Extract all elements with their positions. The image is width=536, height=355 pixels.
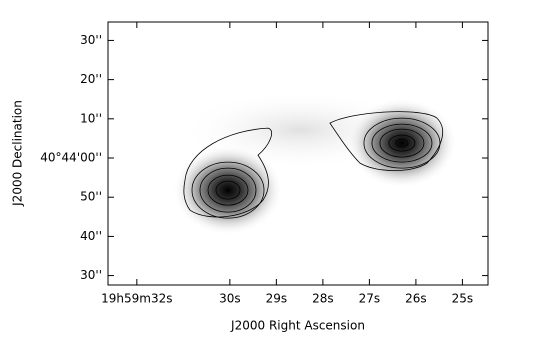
y-tick-label: 20'' xyxy=(80,72,102,86)
y-tick-label: 50'' xyxy=(80,190,102,204)
x-tick-label: 19h59m32s xyxy=(101,292,172,306)
y-tick-label: 40'' xyxy=(80,229,102,243)
contour xyxy=(215,180,241,200)
x-axis-title: J2000 Right Ascension xyxy=(230,319,365,333)
contour xyxy=(371,123,433,163)
y-tick-label: 10'' xyxy=(80,111,102,125)
contour xyxy=(207,174,249,206)
contour xyxy=(379,128,425,158)
y-tick-label: 30'' xyxy=(80,268,102,282)
contour xyxy=(183,127,272,218)
contour xyxy=(199,167,257,213)
y-tick-label: 30'' xyxy=(80,33,102,47)
x-tick-label: 25s xyxy=(452,292,474,306)
contour xyxy=(191,161,265,219)
source-blob xyxy=(346,98,457,189)
contours xyxy=(329,111,444,171)
y-tick-label: 40°44'00'' xyxy=(40,151,102,165)
contour xyxy=(388,134,416,152)
contour xyxy=(395,138,409,148)
frame xyxy=(107,21,489,286)
x-tick-label: 26s xyxy=(405,292,427,306)
contour xyxy=(363,117,441,169)
x-tick-label: 30s xyxy=(219,292,241,306)
image-area xyxy=(173,90,457,236)
contours xyxy=(183,127,272,219)
contour xyxy=(329,111,444,171)
x-tick-label: 29s xyxy=(266,292,288,306)
y-axis-title: J2000 Declination xyxy=(11,100,25,207)
x-tick-label: 27s xyxy=(359,292,381,306)
x-tick-label: 28s xyxy=(312,292,334,306)
source-blob xyxy=(173,145,283,236)
